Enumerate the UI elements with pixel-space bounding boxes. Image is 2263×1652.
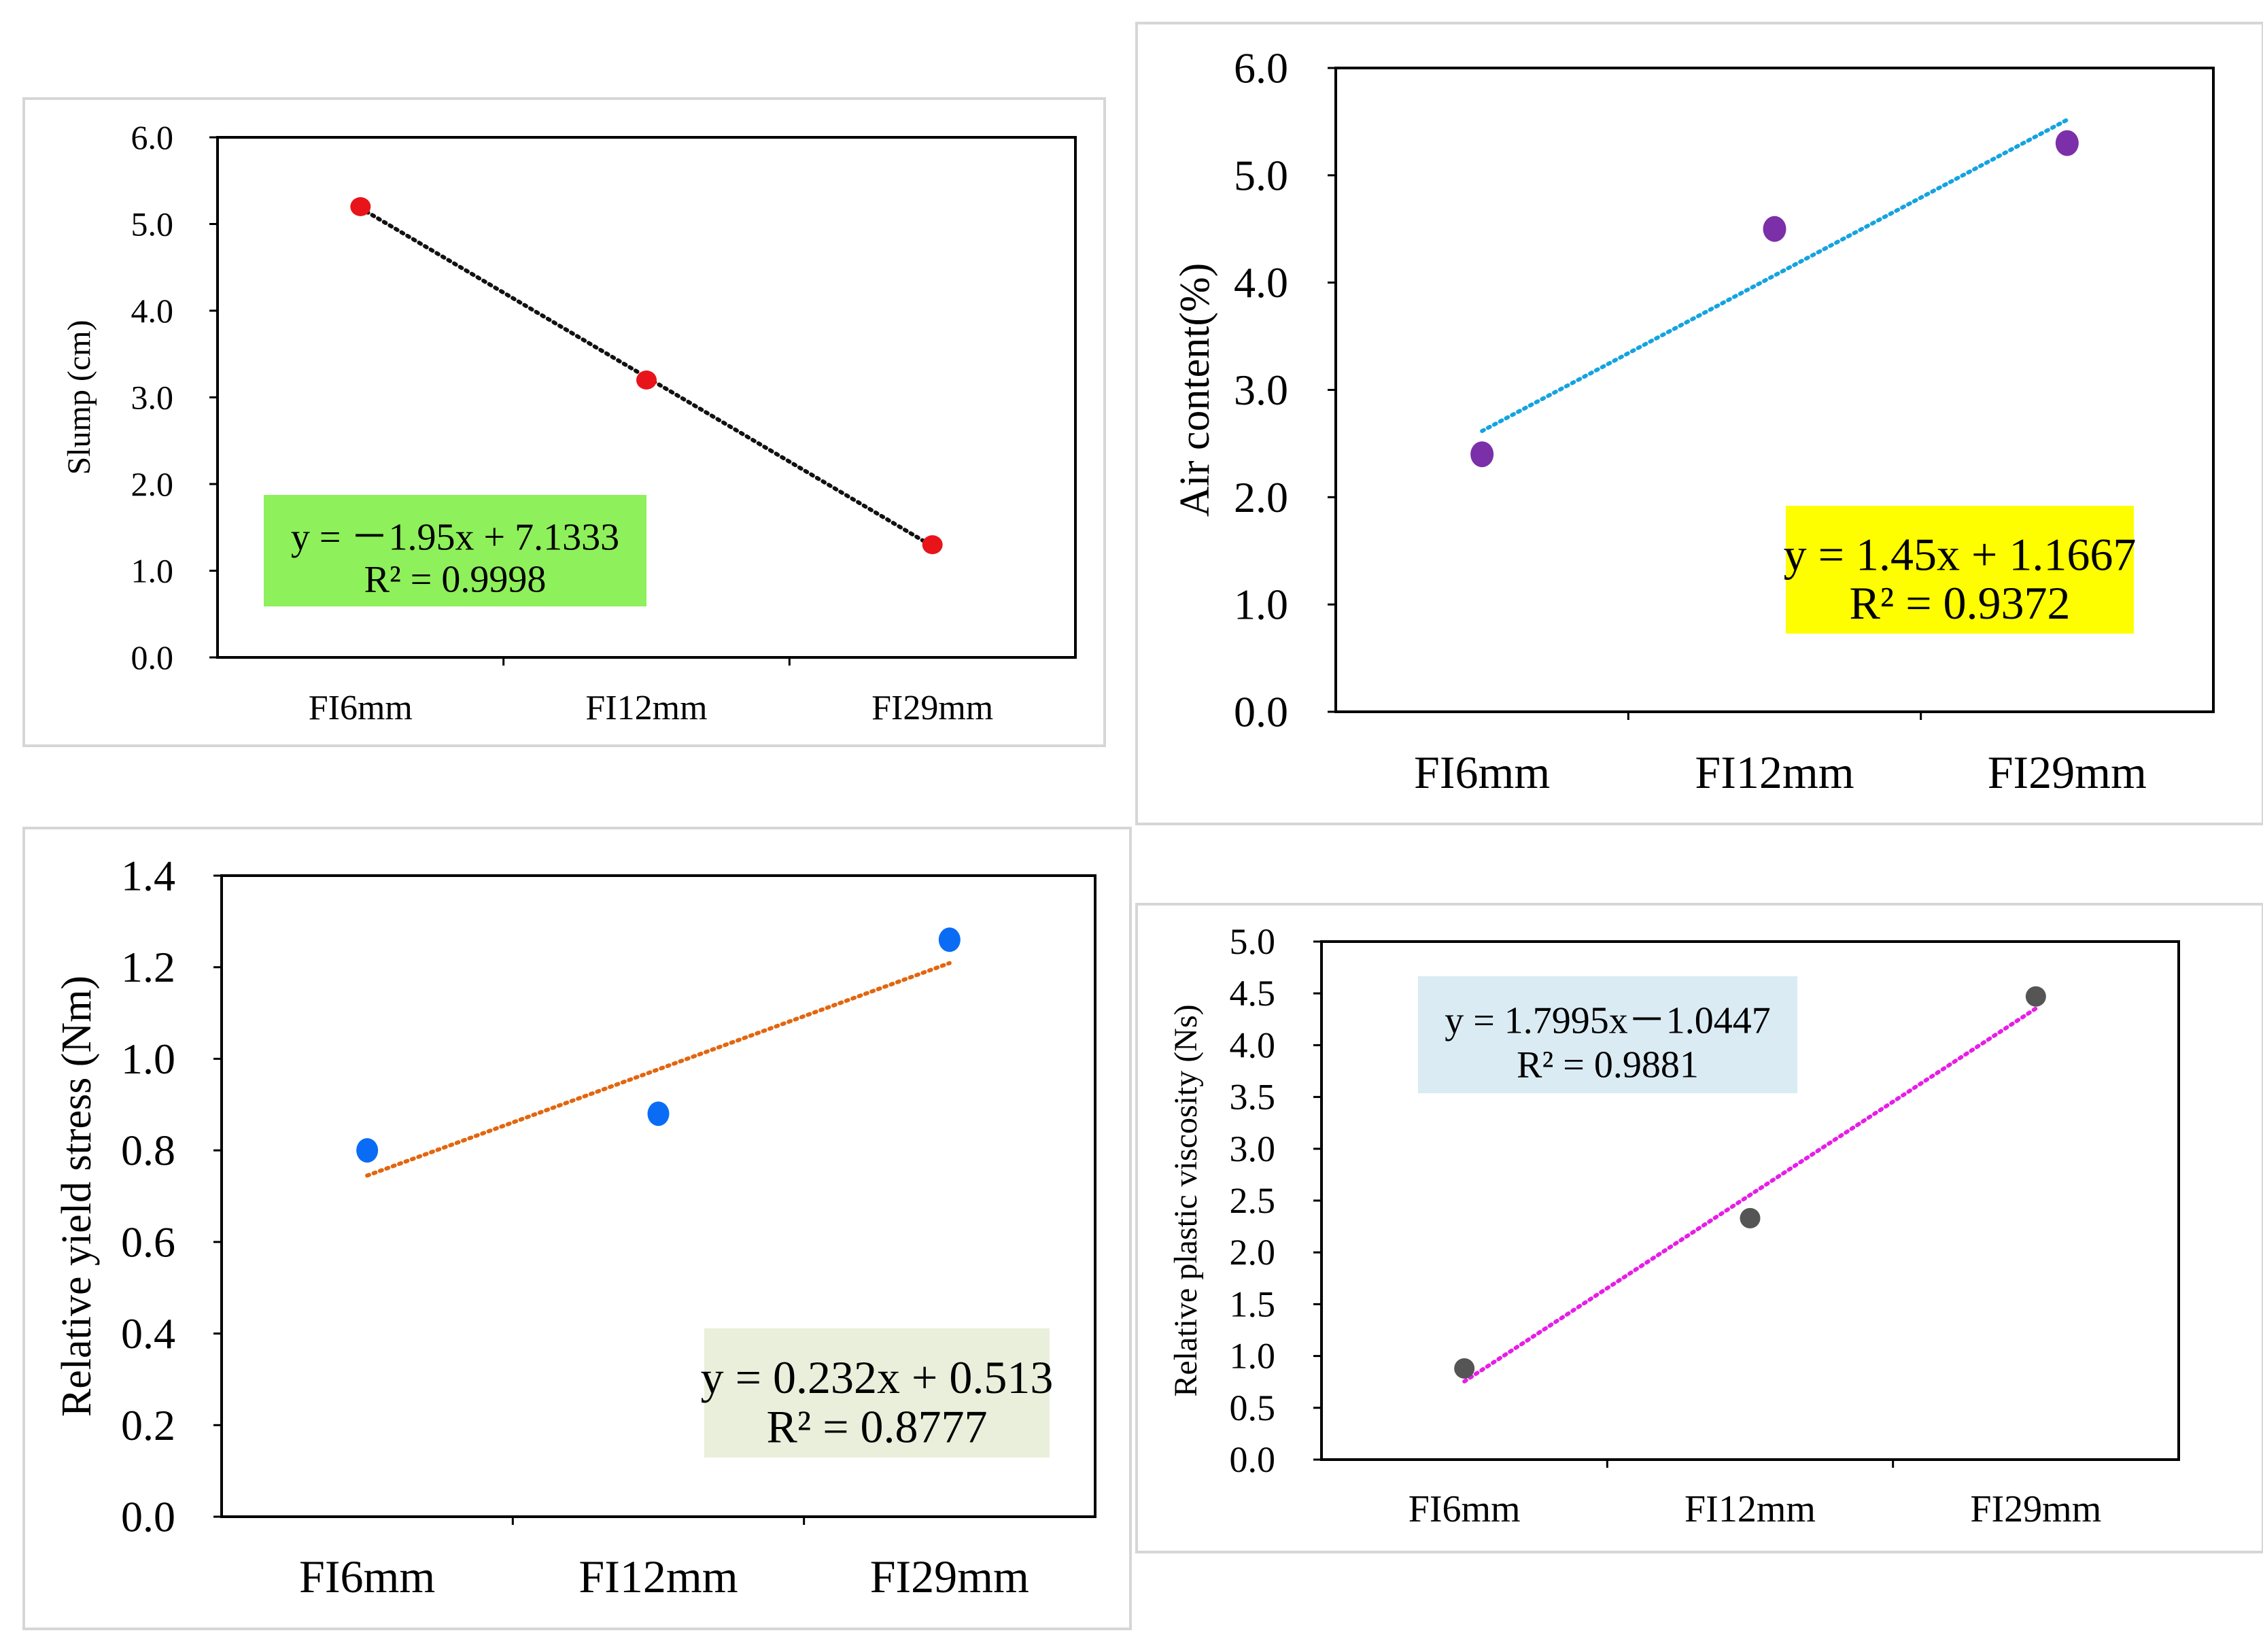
y-tick-label: 5.0 — [1230, 921, 1276, 962]
data-point — [922, 535, 943, 555]
x-tick-label: FI6mm — [299, 1551, 435, 1602]
x-tick-label: FI29mm — [1988, 746, 2147, 798]
y-tick-label: 0.0 — [1230, 1439, 1276, 1480]
data-point — [2055, 130, 2079, 156]
data-point — [1763, 216, 1786, 242]
y-tick-label: 2.0 — [131, 465, 174, 503]
chart-panel-viscosity: 0.0 0.5 1.0 1.5 2.0 2.5 3.0 3.5 4.0 4.5 5.0 FI6mm FI… — [1135, 903, 2263, 1553]
y-tick-label: 5.0 — [131, 205, 174, 243]
y-tick-label: 6.0 — [1234, 44, 1288, 92]
y-tick-label: 0.8 — [121, 1126, 175, 1175]
x-tick-label: FI12mm — [578, 1551, 738, 1602]
trendline — [1462, 1006, 2038, 1383]
y-tick-label: 1.0 — [131, 552, 174, 590]
y-tick-label: 5.0 — [1234, 151, 1288, 199]
x-tick-label: FI29mm — [870, 1551, 1029, 1602]
x-tick-label: FI6mm — [309, 689, 413, 727]
r-squared-line: R² = 0.9881 — [1517, 1044, 1699, 1086]
y-tick-label: 0.0 — [131, 638, 174, 676]
y-tick-label: 0.0 — [121, 1493, 175, 1541]
y-tick-label: 3.0 — [131, 379, 174, 417]
y-tick-label: 1.4 — [121, 852, 175, 900]
y-axis-title: Relative yield stress (Nm) — [54, 976, 100, 1417]
y-tick-label: 1.5 — [1230, 1284, 1276, 1324]
x-tick-label: FI12mm — [1685, 1488, 1816, 1530]
y-tick-label: 0.5 — [1230, 1388, 1276, 1428]
x-tick-label: FI6mm — [1409, 1488, 1521, 1530]
y-tick-label: 2.0 — [1234, 473, 1288, 521]
y-tick-label: 1.0 — [1230, 1336, 1276, 1377]
chart-panel-yield: 0.0 0.2 0.4 0.6 0.8 1.0 1.2 1.4 FI6mm FI12mm FI29m… — [22, 827, 1132, 1630]
data-point — [356, 1138, 379, 1163]
equation-line: y = 1.45x + 1.1667 — [1784, 528, 2137, 580]
y-tick-label: 0.0 — [1234, 688, 1288, 736]
y-tick-label: 0.2 — [121, 1401, 175, 1449]
y-tick-label: 2.5 — [1230, 1180, 1276, 1221]
equation-box — [264, 495, 646, 606]
trendline — [365, 961, 952, 1178]
panel-frame — [1135, 22, 2263, 825]
chart-panel-slump: 0.0 1.0 2.0 3.0 4.0 5.0 6.0 FI6mm FI12mm FI29mm Sl… — [22, 97, 1106, 747]
y-tick-label: 1.0 — [121, 1035, 175, 1083]
equation-box — [704, 1328, 1050, 1458]
y-tick-label: 3.5 — [1230, 1077, 1276, 1118]
equation-line: y = 0.232x + 0.513 — [701, 1352, 1054, 1403]
equation-line: y = －1.95x + 7.1333 — [291, 516, 619, 558]
panel-frame — [22, 97, 1106, 747]
plot-area — [220, 874, 1096, 1518]
equation-line: y = 1.7995x－1.0447 — [1445, 999, 1771, 1042]
equation-box — [1418, 976, 1797, 1093]
data-point — [1470, 441, 1494, 468]
data-point — [350, 197, 371, 216]
data-point — [1740, 1207, 1761, 1228]
chart-panel-air: 0.0 1.0 2.0 3.0 4.0 5.0 6.0 FI6mm FI12mm FI29mm Ai… — [1135, 22, 2263, 825]
r-squared-line: R² = 0.9372 — [1849, 577, 2070, 629]
x-tick-label: FI12mm — [585, 689, 707, 727]
equation-box — [1786, 506, 2134, 634]
y-tick-label: 3.0 — [1234, 366, 1288, 414]
y-axis-title: Air content(%) — [1172, 263, 1218, 517]
y-axis-title: Relative plastic viscosity (Ns) — [1168, 1004, 1204, 1396]
data-point — [938, 927, 961, 952]
x-tick-label: FI29mm — [871, 689, 993, 727]
y-axis-title: Slump (cm) — [61, 320, 97, 475]
y-tick-label: 1.0 — [1234, 581, 1288, 629]
y-tick-label: 3.0 — [1230, 1129, 1276, 1169]
trendline — [1480, 118, 2069, 433]
data-point — [1454, 1358, 1475, 1379]
data-point — [636, 371, 657, 390]
panel-frame — [22, 827, 1132, 1630]
y-tick-label: 4.0 — [1230, 1025, 1276, 1065]
x-tick-label: FI6mm — [1414, 746, 1550, 798]
x-tick-label: FI29mm — [1970, 1488, 2101, 1530]
y-tick-label: 0.6 — [121, 1218, 175, 1266]
y-tick-label: 1.2 — [121, 943, 175, 991]
data-point — [647, 1101, 670, 1126]
r-squared-line: R² = 0.9998 — [364, 559, 547, 601]
x-tick-label: FI12mm — [1695, 746, 1854, 798]
y-tick-label: 4.5 — [1230, 973, 1276, 1014]
y-tick-label: 0.4 — [121, 1309, 175, 1358]
y-tick-label: 6.0 — [131, 118, 174, 156]
data-point — [2025, 986, 2046, 1007]
r-squared-line: R² = 0.8777 — [766, 1400, 987, 1452]
y-tick-label: 4.0 — [131, 292, 174, 330]
y-tick-label: 4.0 — [1234, 258, 1288, 307]
y-tick-label: 2.0 — [1230, 1232, 1276, 1273]
